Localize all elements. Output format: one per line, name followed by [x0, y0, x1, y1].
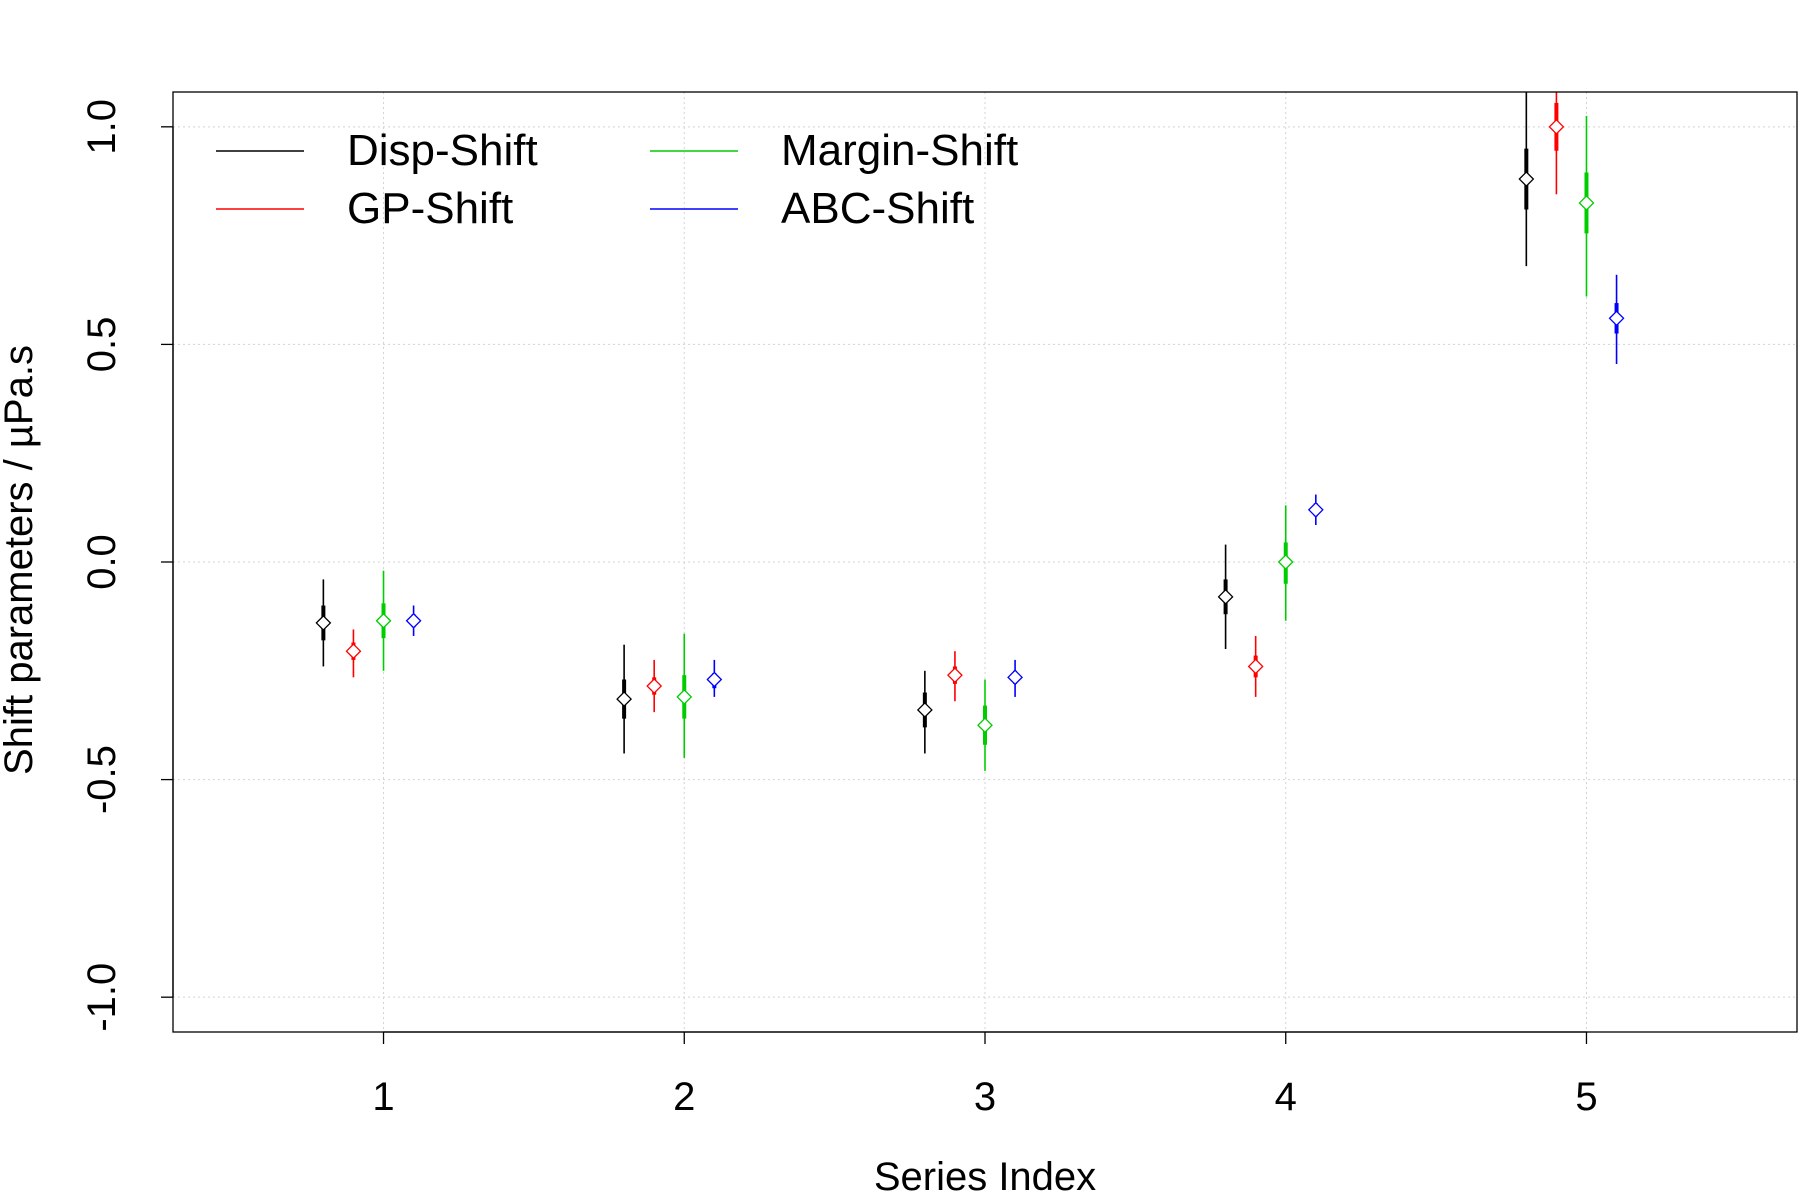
- data-point: [1518, 171, 1535, 187]
- data-point: [706, 671, 723, 688]
- data-point: [676, 688, 693, 705]
- legend-item: ABC-Shift: [650, 184, 974, 233]
- data-point: [405, 612, 422, 629]
- y-tick-label: 1.0: [80, 99, 124, 155]
- series-abc-shift: [405, 274, 1625, 697]
- x-tick-label: 5: [1575, 1075, 1597, 1119]
- data-point: [1578, 195, 1595, 211]
- x-tick-label: 3: [974, 1075, 996, 1119]
- data-point: [1007, 669, 1023, 686]
- data-point: [375, 612, 392, 629]
- data-point: [616, 691, 633, 708]
- series-disp-shift: [315, 92, 1535, 754]
- data-point: [947, 667, 963, 684]
- x-tick-label: 1: [372, 1075, 394, 1119]
- data-point: [1247, 658, 1264, 675]
- y-tick-label: 0.5: [80, 317, 124, 373]
- legend-item: Margin-Shift: [650, 126, 1018, 175]
- data-point: [345, 643, 362, 660]
- x-tick-label: 4: [1275, 1075, 1297, 1119]
- data-point: [1217, 588, 1234, 605]
- data-point: [646, 678, 663, 694]
- x-tick-label: 2: [673, 1075, 695, 1119]
- legend: Disp-Shift GP-Shift Margin-Shift ABC-Shift: [216, 126, 1018, 233]
- data-point: [1608, 310, 1625, 327]
- series-margin-shift: [375, 115, 1595, 771]
- legend-label: ABC-Shift: [781, 184, 974, 233]
- data-point: [977, 717, 993, 734]
- y-axis: -1.0 -0.5 0.0 0.5 1.0: [80, 99, 174, 1032]
- series-layer: [315, 92, 1625, 771]
- data-point: [315, 615, 332, 631]
- legend-label: Margin-Shift: [781, 126, 1018, 175]
- grid-lines: [173, 92, 1797, 1032]
- legend-item: GP-Shift: [216, 184, 513, 233]
- legend-label: Disp-Shift: [347, 126, 538, 175]
- data-point: [1277, 554, 1294, 570]
- y-tick-label: 0.0: [80, 534, 124, 590]
- y-tick-label: -1.0: [80, 963, 124, 1032]
- data-point: [1307, 501, 1324, 518]
- series-gp-shift: [345, 92, 1565, 713]
- data-point: [1548, 118, 1565, 135]
- legend-label: GP-Shift: [347, 184, 513, 233]
- legend-item: Disp-Shift: [216, 126, 538, 175]
- y-tick-label: -0.5: [80, 745, 124, 814]
- x-axis: 1 2 3 4 5: [372, 1031, 1598, 1119]
- data-point: [916, 702, 933, 718]
- y-axis-label: Shift parameters / µPa.s: [0, 345, 41, 775]
- x-axis-label: Series Index: [874, 1155, 1096, 1199]
